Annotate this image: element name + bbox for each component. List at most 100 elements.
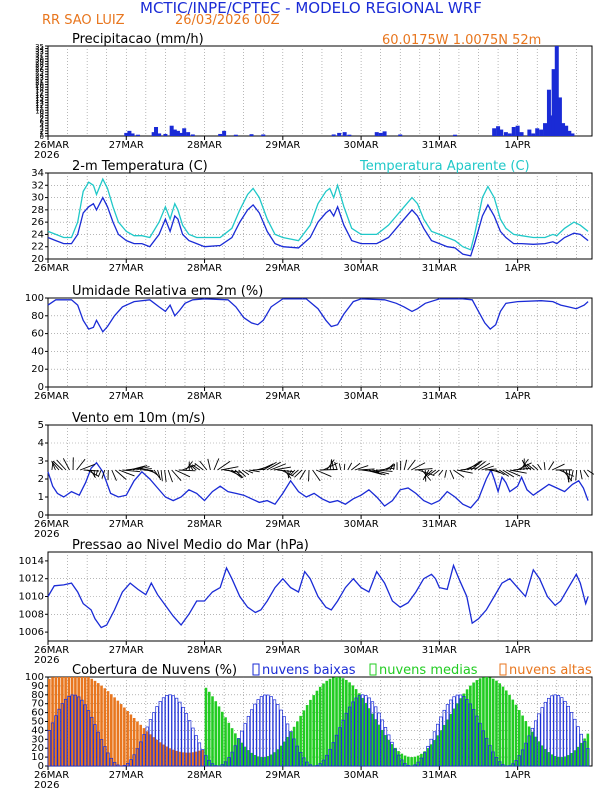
cloud-bar-low bbox=[142, 734, 146, 767]
cloud-bar bbox=[351, 685, 355, 766]
y-tick-label: 5 bbox=[38, 420, 44, 431]
wind-arrow bbox=[368, 469, 386, 476]
panel-4: 1006 1008 1010 1012 1014 26MAR 27MAR 28MAR 29MAR… bbox=[19, 538, 593, 666]
cloud-bar bbox=[508, 694, 511, 766]
year-label: 2026 bbox=[34, 780, 59, 791]
precip-bar bbox=[546, 89, 551, 136]
y-tick-label: 16 bbox=[35, 92, 44, 100]
wind-arrow bbox=[343, 463, 346, 471]
cloud-bar bbox=[100, 685, 103, 766]
precip-bar bbox=[124, 132, 129, 136]
wind-arrow bbox=[132, 465, 148, 471]
y-tick-label: 4 bbox=[38, 438, 44, 449]
x-tick-label: 1APR bbox=[505, 519, 531, 530]
cloud-bar bbox=[331, 677, 335, 766]
cloud-bar-low bbox=[168, 694, 172, 767]
cloud-bar bbox=[296, 721, 299, 766]
x-tick-label: 27MAR bbox=[109, 519, 144, 530]
cloud-bar bbox=[345, 679, 348, 766]
cloud-bar-low bbox=[540, 707, 544, 767]
cloud-bar-low bbox=[295, 745, 300, 767]
cloud-bar-low bbox=[432, 731, 437, 767]
cloud-bar bbox=[498, 683, 502, 766]
cloud-bar-low bbox=[50, 722, 55, 767]
cloud-bar bbox=[328, 678, 332, 766]
cloud-bar-low bbox=[93, 724, 97, 767]
wind-arrow bbox=[263, 461, 277, 471]
wind-arrow bbox=[259, 463, 274, 471]
x-tick-label: 1APR bbox=[505, 263, 531, 274]
precip-bar bbox=[172, 129, 177, 136]
panel-title: Umidade Relativa em 2m (%) bbox=[72, 284, 263, 299]
cloud-bar bbox=[387, 739, 391, 766]
cloud-bar bbox=[83, 677, 87, 766]
y-tick-label: 24 bbox=[31, 229, 44, 240]
y-tick-label: 1008 bbox=[19, 609, 44, 620]
panel-title: Cobertura de Nuvens (%) bbox=[72, 663, 237, 678]
precip-bar bbox=[453, 134, 458, 136]
wind-arrow bbox=[79, 463, 96, 471]
precip-bar bbox=[398, 134, 403, 136]
cloud-bar-low bbox=[109, 757, 113, 767]
cloud-bar-low bbox=[298, 752, 303, 767]
cloud-bar bbox=[573, 750, 577, 766]
cloud-bar-low bbox=[364, 695, 368, 767]
cloud-bar bbox=[553, 756, 557, 766]
wind-arrow bbox=[522, 462, 532, 471]
wind-arrow bbox=[294, 469, 303, 478]
cloud-bar-low bbox=[240, 730, 244, 767]
cloud-bar-low bbox=[321, 759, 326, 767]
cloud-bar bbox=[178, 751, 182, 766]
y-tick-label: 2 bbox=[40, 128, 44, 136]
cloud-bar-low bbox=[73, 694, 78, 767]
cloud-bar bbox=[544, 749, 547, 766]
cloud-bar bbox=[237, 738, 240, 766]
wind-arrow bbox=[287, 469, 289, 479]
cloud-bar-low bbox=[272, 699, 277, 767]
cloud-bar bbox=[531, 731, 534, 766]
cloud-bar bbox=[188, 752, 191, 766]
wind-arrow bbox=[312, 469, 321, 482]
y-tick-label: 24 bbox=[35, 71, 44, 79]
precip-bar bbox=[557, 97, 562, 136]
cloud-bar-low bbox=[468, 703, 473, 767]
cloud-bar bbox=[283, 741, 286, 766]
wind-arrow bbox=[115, 469, 127, 480]
cloud-bar-low bbox=[341, 719, 345, 767]
wind-arrow bbox=[453, 469, 465, 478]
x-tick-label: 29MAR bbox=[265, 391, 300, 402]
cloud-bar bbox=[570, 753, 573, 766]
y-tick-label: 34 bbox=[31, 168, 44, 179]
cloud-bar bbox=[129, 714, 133, 766]
cloud-bar bbox=[518, 710, 521, 766]
cloud-bar-low bbox=[485, 737, 489, 767]
panel-frame bbox=[47, 424, 593, 516]
panel-title: Vento em 10m (m/s) bbox=[72, 411, 205, 426]
cloud-bar-low bbox=[573, 718, 577, 767]
y-tick-label: 70 bbox=[31, 699, 44, 710]
y-tick-label: 26 bbox=[35, 66, 44, 74]
cloud-bar-low bbox=[148, 719, 153, 767]
cloud-bar bbox=[423, 751, 426, 766]
cloud-bar-low bbox=[292, 738, 296, 767]
wind-arrow bbox=[178, 469, 196, 472]
cloud-bar bbox=[410, 757, 413, 766]
cloud-bar bbox=[485, 677, 488, 766]
y-tick-label: 20 bbox=[31, 743, 44, 754]
series-line bbox=[47, 177, 589, 251]
x-tick-label: 1APR bbox=[505, 391, 531, 402]
cloud-bar bbox=[279, 745, 283, 766]
cloud-bar bbox=[361, 697, 364, 766]
wind-arrow bbox=[470, 460, 483, 471]
y-tick-label: 30 bbox=[31, 734, 44, 745]
cloud-bar bbox=[220, 711, 224, 766]
cloud-bar-low bbox=[416, 761, 420, 767]
header-coords: 60.0175W 1.0075N 52m bbox=[382, 33, 541, 48]
precip-bar bbox=[503, 132, 508, 136]
panel-2: 0 20 40 60 80 100 26MAR 27MAR 28MAR 29MAR 30MAR 31M… bbox=[25, 284, 593, 402]
wind-arrow bbox=[375, 469, 393, 472]
cloud-bar bbox=[247, 750, 250, 766]
x-tick-label: 27MAR bbox=[109, 770, 144, 781]
cloud-bar bbox=[335, 677, 338, 766]
